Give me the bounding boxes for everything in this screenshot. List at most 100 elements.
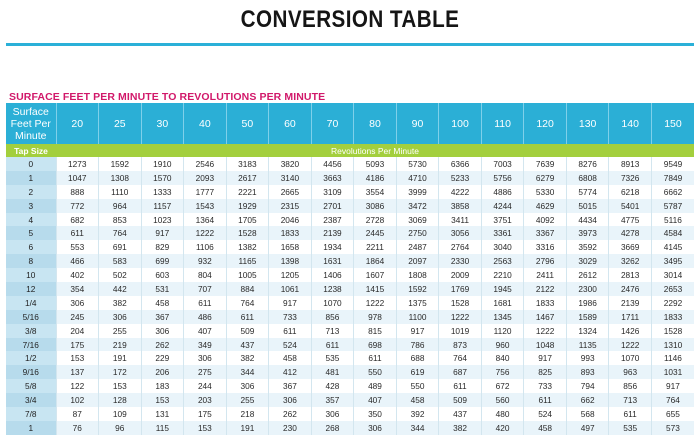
rpm-cell: 344 — [395, 420, 439, 435]
rpm-cell: 306 — [353, 420, 397, 435]
rpm-cell: 115 — [140, 420, 184, 435]
rpm-cell: 713 — [310, 323, 354, 338]
rpm-cell: 1833 — [268, 226, 312, 241]
rpm-cell: 2093 — [183, 170, 227, 185]
rpm-cell: 1375 — [395, 295, 439, 310]
rpm-cell: 131 — [140, 407, 184, 421]
table-body: 0 1273 1592 1910 2546 3183 3820 4456 5093 5730 636… — [6, 157, 694, 435]
rpm-cell: 917 — [395, 323, 439, 338]
rpm-cell: 764 — [98, 226, 142, 241]
rpm-cell: 153 — [55, 351, 99, 366]
rpm-cell: 4710 — [395, 170, 439, 185]
rpm-cell: 1023 — [140, 212, 184, 227]
rpm-cell: 3999 — [395, 184, 439, 199]
tap-size-cell: 1 — [6, 420, 56, 435]
rpm-cell: 794 — [565, 379, 609, 394]
rpm-cell: 6218 — [608, 184, 652, 199]
tap-size-cell: 10 — [6, 268, 56, 283]
rpm-cell: 9549 — [650, 157, 694, 171]
rpm-cell: 367 — [140, 309, 184, 324]
rpm-cell: 4434 — [565, 212, 609, 227]
tap-size-cell: 4 — [6, 212, 56, 227]
rpm-cell: 306 — [98, 309, 142, 324]
rpm-cell: 350 — [353, 407, 397, 421]
speed-header-cell: 100 — [438, 103, 482, 144]
rpm-cell: 5401 — [608, 198, 652, 213]
tap-size-cell: 1 — [6, 170, 56, 185]
rpm-cell: 893 — [565, 365, 609, 380]
rpm-cell: 1658 — [268, 240, 312, 255]
rpm-cell: 2750 — [395, 226, 439, 241]
rpm-cell: 4244 — [480, 198, 524, 213]
speed-header-cell: 80 — [353, 103, 397, 144]
rpm-cell: 489 — [353, 379, 397, 394]
rpm-cell: 1528 — [225, 226, 269, 241]
tap-size-header: Tap Size — [6, 144, 56, 157]
rpm-cell: 573 — [650, 420, 694, 435]
rpm-cell: 1100 — [395, 309, 439, 324]
corner-header-line: Minute — [14, 129, 47, 142]
rpm-cell: 611 — [353, 351, 397, 366]
rpm-cell: 764 — [650, 393, 694, 408]
rpm-cell: 407 — [353, 393, 397, 408]
rpm-cell: 1135 — [565, 337, 609, 352]
rpm-cell: 382 — [98, 295, 142, 310]
rpm-cell: 3751 — [480, 212, 524, 227]
rpm-cell: 531 — [140, 282, 184, 296]
table-row: 6 553 691 829 1106 1382 1658 1934 2211 2487 2764 30… — [6, 240, 694, 255]
tap-size-band-row: Tap Size Revolutions Per Minute — [6, 144, 694, 157]
rpm-cell: 2813 — [608, 268, 652, 283]
rpm-cell: 172 — [98, 365, 142, 380]
tap-size-cell: 8 — [6, 254, 56, 269]
rpm-cell: 611 — [55, 226, 99, 241]
table-row: 10 402 502 603 804 1005 1205 1406 1607 1808 2009 22… — [6, 268, 694, 283]
table-row: 1/2 153 191 229 306 382 458 535 611 688 764 840 917 9… — [6, 351, 694, 366]
rpm-cell: 1607 — [353, 268, 397, 283]
rpm-cell: 611 — [438, 379, 482, 394]
rpm-cell: 153 — [140, 393, 184, 408]
speed-header-cell: 140 — [608, 103, 652, 144]
rpm-cell: 175 — [183, 407, 227, 421]
rpm-cell: 392 — [395, 407, 439, 421]
rpm-cell: 1364 — [183, 212, 227, 227]
rpm-cell: 524 — [268, 337, 312, 352]
rpm-cell: 829 — [140, 240, 184, 255]
rpm-cell: 3014 — [650, 268, 694, 283]
rpm-cell: 786 — [395, 337, 439, 352]
rpm-cell: 1222 — [438, 309, 482, 324]
rpm-cell: 1777 — [183, 184, 227, 199]
rpm-cell: 2210 — [480, 268, 524, 283]
rpm-cell: 306 — [140, 323, 184, 338]
rpm-cell: 840 — [480, 351, 524, 366]
rpm-cell: 497 — [565, 420, 609, 435]
rpm-cell: 275 — [183, 365, 227, 380]
rpm-cell: 4145 — [650, 240, 694, 255]
rpm-cell: 1910 — [140, 157, 184, 171]
rpm-cell: 2653 — [650, 282, 694, 296]
rpm-cell: 1120 — [480, 323, 524, 338]
rpm-cell: 1048 — [523, 337, 567, 352]
rpm-cell: 218 — [225, 407, 269, 421]
rpm-cell: 3411 — [438, 212, 482, 227]
rpm-cell: 502 — [98, 268, 142, 283]
rpm-cell: 698 — [353, 337, 397, 352]
speed-header-cell: 20 — [55, 103, 99, 144]
rpm-cell: 1769 — [438, 282, 482, 296]
tap-size-cell: 7/16 — [6, 337, 56, 352]
rpm-cell: 128 — [98, 393, 142, 408]
rpm-cell: 4186 — [353, 170, 397, 185]
rpm-cell: 1592 — [395, 282, 439, 296]
rpm-cell: 1382 — [225, 240, 269, 255]
rpm-cell: 5787 — [650, 198, 694, 213]
rpm-cell: 3472 — [395, 198, 439, 213]
rpm-cell: 733 — [268, 309, 312, 324]
rpm-cell: 5756 — [480, 170, 524, 185]
rpm-cell: 354 — [55, 282, 99, 296]
table-row: 1 1047 1308 1570 2093 2617 3140 3663 4186 4710 523… — [6, 170, 694, 185]
rpm-cell: 122 — [55, 379, 99, 394]
rpm-cell: 1589 — [565, 309, 609, 324]
rpm-cell: 1047 — [55, 170, 99, 185]
rpm-cell: 153 — [98, 379, 142, 394]
rpm-cell: 1308 — [98, 170, 142, 185]
rpm-cell: 262 — [140, 337, 184, 352]
